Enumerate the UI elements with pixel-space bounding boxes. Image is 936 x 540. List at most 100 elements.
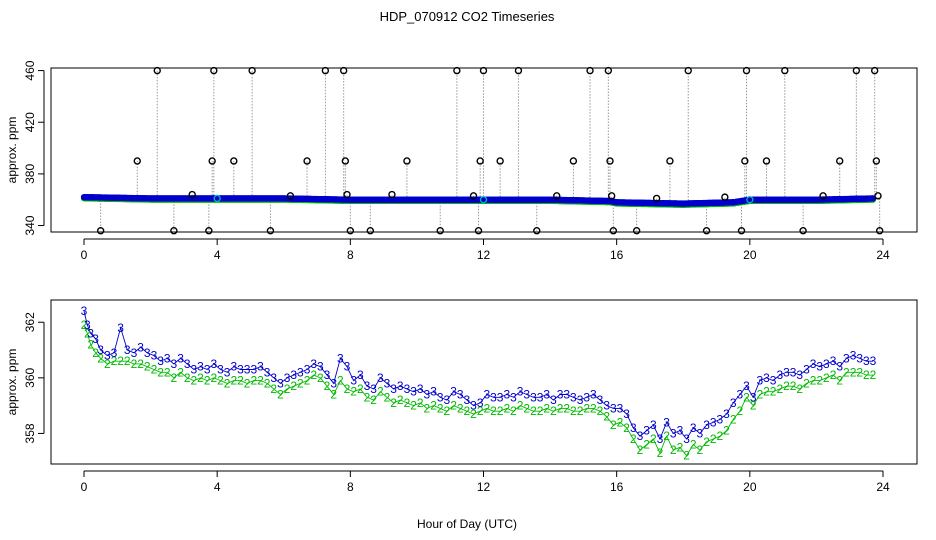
series-3-mark: 3: [304, 362, 311, 376]
series-2-mark: 2: [756, 388, 763, 402]
x-tick-label: 20: [743, 480, 757, 494]
raw-sample-mark: [721, 193, 729, 201]
raw-sample-mark: [208, 157, 216, 165]
series-3-mark: 3: [111, 346, 118, 360]
series-3-mark: 3: [370, 382, 377, 396]
series-2-mark: 2: [437, 401, 444, 415]
series-3-mark: 3: [630, 421, 637, 435]
series-3-mark: 3: [816, 360, 823, 374]
series-2-mark: 2: [87, 337, 94, 351]
series-3-mark: 3: [124, 343, 131, 357]
series-2-mark: 2: [623, 421, 630, 435]
raw-sample-mark: [248, 66, 256, 75]
y-tick-label: 340: [23, 215, 37, 235]
series-3-mark: 3: [483, 388, 490, 402]
series-3-mark: 3: [863, 354, 870, 368]
series-3-mark: 3: [364, 379, 371, 393]
series-2-mark: 2: [430, 399, 437, 413]
raw-sample-mark: [666, 157, 674, 165]
bottom-connector-lines: [83, 311, 874, 457]
series-3-mark: 3: [537, 390, 544, 404]
series-2-mark: 2: [217, 374, 224, 388]
series-3-mark: 3: [657, 432, 664, 446]
series-2-mark: 2: [117, 354, 124, 368]
series-3-mark: 3: [750, 390, 757, 404]
series-2-mark: 2: [803, 376, 810, 390]
series-3-mark: 3: [810, 357, 817, 371]
series-3-mark: 3: [776, 368, 783, 382]
series-3-mark: 3: [457, 388, 464, 402]
y-tick-label: 420: [23, 112, 37, 132]
series-2-mark: 2: [617, 415, 624, 429]
x-tick-label: 20: [743, 248, 757, 262]
series-2-mark: 2: [264, 376, 271, 390]
series-2-mark: 2: [350, 385, 357, 399]
series-3-mark: 3: [310, 357, 317, 371]
x-tick-label: 24: [876, 248, 890, 262]
series-2-mark: 2: [663, 429, 670, 443]
top-x-axis: 0 4 8 12 16 20 24: [81, 238, 890, 262]
x-tick-label: 16: [610, 248, 624, 262]
series-3-mark: 3: [756, 374, 763, 388]
series-2-mark: 2: [131, 357, 138, 371]
raw-sample-mark: [742, 66, 751, 75]
series-3-mark: 3: [191, 362, 198, 376]
series-2-mark: 2: [710, 432, 717, 446]
series-3-mark: 3: [244, 362, 251, 376]
series-2-mark: 2: [543, 401, 550, 415]
series-3-mark: 3: [557, 388, 564, 402]
series-2-mark: 2: [230, 374, 237, 388]
series-3-mark: 3: [230, 360, 237, 374]
top-y-axis: 340 380 420 460: [23, 60, 45, 236]
raw-sample-mark: [286, 192, 295, 200]
series-3-line: [83, 311, 874, 441]
raw-sample-mark: [870, 66, 879, 75]
series-3-mark: 3: [490, 390, 497, 404]
series-3-mark: 3: [523, 388, 530, 402]
series-2-mark: 2: [450, 399, 457, 413]
series-2-mark: 2: [537, 404, 544, 418]
series-2-mark: 2: [210, 371, 217, 385]
series-3-mark: 3: [250, 362, 257, 376]
series-3-mark: 3: [217, 362, 224, 376]
series-3-mark: 3: [270, 371, 277, 385]
series-3-mark: 3: [563, 388, 570, 402]
series-2-mark: 2: [177, 365, 184, 379]
raw-sample-mark: [514, 66, 523, 75]
series-2-mark: 2: [697, 443, 704, 457]
figure-title: HDP_070912 CO2 Timeseries: [380, 9, 555, 24]
raw-sample-mark: [321, 66, 330, 75]
series-3-mark: 3: [617, 401, 624, 415]
series-3-mark: 3: [204, 362, 211, 376]
series-3-mark: 3: [503, 388, 510, 402]
series-2-mark: 2: [776, 382, 783, 396]
series-3-mark: 3: [144, 346, 151, 360]
series-3-mark: 3: [663, 415, 670, 429]
series-2-mark: 2: [377, 385, 384, 399]
raw-sample-mark: [569, 157, 578, 165]
series-3-mark: 3: [843, 351, 850, 365]
series-3-mark: 3: [683, 432, 690, 446]
series-3-mark: 3: [723, 407, 730, 421]
x-tick-label: 0: [81, 480, 88, 494]
series-3-mark: 3: [783, 365, 790, 379]
series-2-mark: 2: [570, 404, 577, 418]
x-tick-label: 4: [214, 248, 221, 262]
series-3-mark: 3: [464, 393, 471, 407]
series-2-mark: 2: [397, 393, 404, 407]
series-3-mark: 3: [424, 388, 431, 402]
series-2-mark: 2: [850, 365, 857, 379]
series-2-mark: 2: [717, 429, 724, 443]
series-2-mark: 2: [630, 432, 637, 446]
series-3-mark: 3: [284, 371, 291, 385]
raw-sample-mark: [533, 227, 541, 235]
series-2-mark: 2: [643, 438, 650, 452]
series-3-mark: 3: [397, 379, 404, 393]
series-2-mark: 2: [324, 379, 331, 393]
series-2-mark: 2: [104, 357, 111, 371]
series-3-mark: 3: [224, 365, 231, 379]
series-2-mark: 2: [590, 401, 597, 415]
series-2-mark: 2: [97, 351, 104, 365]
series-2-mark: 2: [670, 443, 677, 457]
x-tick-label: 4: [214, 480, 221, 494]
